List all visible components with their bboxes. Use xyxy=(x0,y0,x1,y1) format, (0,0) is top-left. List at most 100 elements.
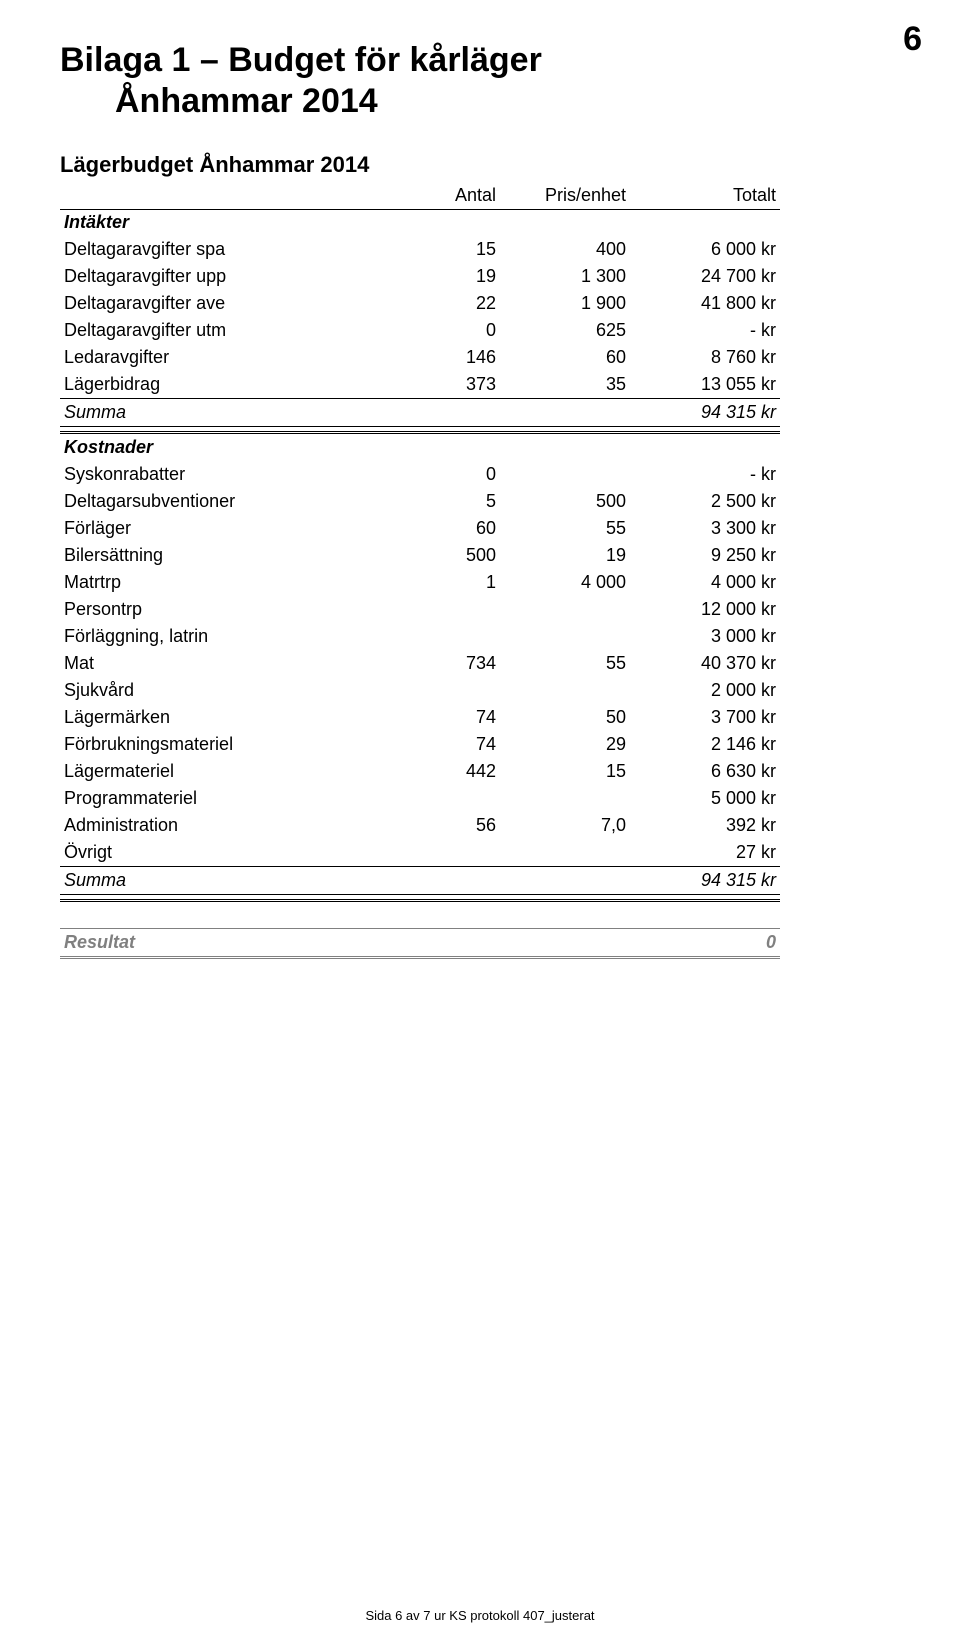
row-totalt: - kr xyxy=(630,461,780,488)
row-totalt: 6 630 kr xyxy=(630,758,780,785)
row-totalt: 27 kr xyxy=(630,839,780,867)
row-totalt: 3 300 kr xyxy=(630,515,780,542)
row-pris: 60 xyxy=(500,344,630,371)
row-label: Mat xyxy=(60,650,380,677)
row-antal: 74 xyxy=(380,731,500,758)
kostnader-row: Mat7345540 370 kr xyxy=(60,650,780,677)
col-header-totalt: Totalt xyxy=(630,182,780,210)
kostnader-row: Förläger60553 300 kr xyxy=(60,515,780,542)
kostnader-row: Övrigt 27 kr xyxy=(60,839,780,867)
row-totalt: 2 146 kr xyxy=(630,731,780,758)
row-antal: 60 xyxy=(380,515,500,542)
result-value: 0 xyxy=(630,928,780,957)
column-header-row: Antal Pris/enhet Totalt xyxy=(60,182,780,210)
row-pris: 50 xyxy=(500,704,630,731)
intakter-summa-row: Summa 94 315 kr xyxy=(60,398,780,426)
row-totalt: 9 250 kr xyxy=(630,542,780,569)
row-label: Deltagaravgifter spa xyxy=(60,236,380,263)
row-pris xyxy=(500,623,630,650)
kostnader-header: Kostnader xyxy=(60,434,380,461)
row-pris: 55 xyxy=(500,650,630,677)
row-antal: 15 xyxy=(380,236,500,263)
kostnader-summa-row: Summa 94 315 kr xyxy=(60,866,780,894)
row-antal: 1 xyxy=(380,569,500,596)
row-pris: 1 900 xyxy=(500,290,630,317)
row-totalt: 4 000 kr xyxy=(630,569,780,596)
row-label: Persontrp xyxy=(60,596,380,623)
kostnader-row: Lägermärken74503 700 kr xyxy=(60,704,780,731)
intakter-row: Deltagaravgifter spa154006 000 kr xyxy=(60,236,780,263)
row-pris: 35 xyxy=(500,371,630,399)
intakter-row: Ledaravgifter146608 760 kr xyxy=(60,344,780,371)
row-pris: 1 300 xyxy=(500,263,630,290)
row-totalt: 3 000 kr xyxy=(630,623,780,650)
row-antal xyxy=(380,785,500,812)
row-label: Lägerbidrag xyxy=(60,371,380,399)
intakter-row: Deltagaravgifter ave221 90041 800 kr xyxy=(60,290,780,317)
row-antal: 56 xyxy=(380,812,500,839)
kostnader-row: Syskonrabatter0- kr xyxy=(60,461,780,488)
row-antal: 19 xyxy=(380,263,500,290)
kostnader-row: Persontrp 12 000 kr xyxy=(60,596,780,623)
kostnader-row: Förläggning, latrin 3 000 kr xyxy=(60,623,780,650)
kostnader-row: Matrtrp14 0004 000 kr xyxy=(60,569,780,596)
kostnader-row: Bilersättning500199 250 kr xyxy=(60,542,780,569)
row-label: Bilersättning xyxy=(60,542,380,569)
row-totalt: 5 000 kr xyxy=(630,785,780,812)
page-number: 6 xyxy=(903,20,922,59)
row-pris: 29 xyxy=(500,731,630,758)
kostnader-row: Programmateriel 5 000 kr xyxy=(60,785,780,812)
row-antal: 442 xyxy=(380,758,500,785)
row-label: Deltagarsubventioner xyxy=(60,488,380,515)
row-pris xyxy=(500,596,630,623)
row-totalt: 8 760 kr xyxy=(630,344,780,371)
spacer-row xyxy=(60,902,780,929)
title-line-2: Ånhammar 2014 xyxy=(60,82,378,120)
kostnader-header-row: Kostnader xyxy=(60,434,780,461)
subtitle: Lägerbudget Ånhammar 2014 xyxy=(60,152,900,178)
intakter-summa-label: Summa xyxy=(60,398,380,426)
kostnader-row: Administration567,0392 kr xyxy=(60,812,780,839)
page: 6 Bilaga 1 – Budget för kårläger Ånhamma… xyxy=(0,0,960,1645)
title-line-1: Bilaga 1 – Budget för kårläger xyxy=(60,41,542,79)
row-label: Deltagaravgifter upp xyxy=(60,263,380,290)
row-label: Deltagaravgifter ave xyxy=(60,290,380,317)
row-totalt: 6 000 kr xyxy=(630,236,780,263)
row-pris: 4 000 xyxy=(500,569,630,596)
row-antal: 734 xyxy=(380,650,500,677)
row-label: Administration xyxy=(60,812,380,839)
row-label: Programmateriel xyxy=(60,785,380,812)
row-antal: 22 xyxy=(380,290,500,317)
row-label: Sjukvård xyxy=(60,677,380,704)
row-antal: 0 xyxy=(380,461,500,488)
row-pris: 625 xyxy=(500,317,630,344)
row-label: Övrigt xyxy=(60,839,380,867)
row-totalt: 24 700 kr xyxy=(630,263,780,290)
row-pris xyxy=(500,839,630,867)
row-pris: 7,0 xyxy=(500,812,630,839)
row-label: Lägermateriel xyxy=(60,758,380,785)
row-pris xyxy=(500,785,630,812)
row-label: Förläggning, latrin xyxy=(60,623,380,650)
col-header-label xyxy=(60,182,380,210)
row-antal: 74 xyxy=(380,704,500,731)
row-pris xyxy=(500,461,630,488)
row-pris: 400 xyxy=(500,236,630,263)
row-totalt: 41 800 kr xyxy=(630,290,780,317)
col-header-pris: Pris/enhet xyxy=(500,182,630,210)
budget-table: Antal Pris/enhet Totalt Intäkter Deltaga… xyxy=(60,182,780,959)
row-pris xyxy=(500,677,630,704)
row-label: Lägermärken xyxy=(60,704,380,731)
main-title: Bilaga 1 – Budget för kårläger Ånhammar … xyxy=(60,40,900,122)
intakter-row: Lägerbidrag3733513 055 kr xyxy=(60,371,780,399)
row-label: Förläger xyxy=(60,515,380,542)
row-antal: 146 xyxy=(380,344,500,371)
row-totalt: 12 000 kr xyxy=(630,596,780,623)
kostnader-summa-value: 94 315 kr xyxy=(630,866,780,894)
result-row: Resultat 0 xyxy=(60,928,780,957)
row-antal: 373 xyxy=(380,371,500,399)
intakter-row: Deltagaravgifter upp191 30024 700 kr xyxy=(60,263,780,290)
row-pris: 500 xyxy=(500,488,630,515)
row-antal: 5 xyxy=(380,488,500,515)
row-pris: 19 xyxy=(500,542,630,569)
